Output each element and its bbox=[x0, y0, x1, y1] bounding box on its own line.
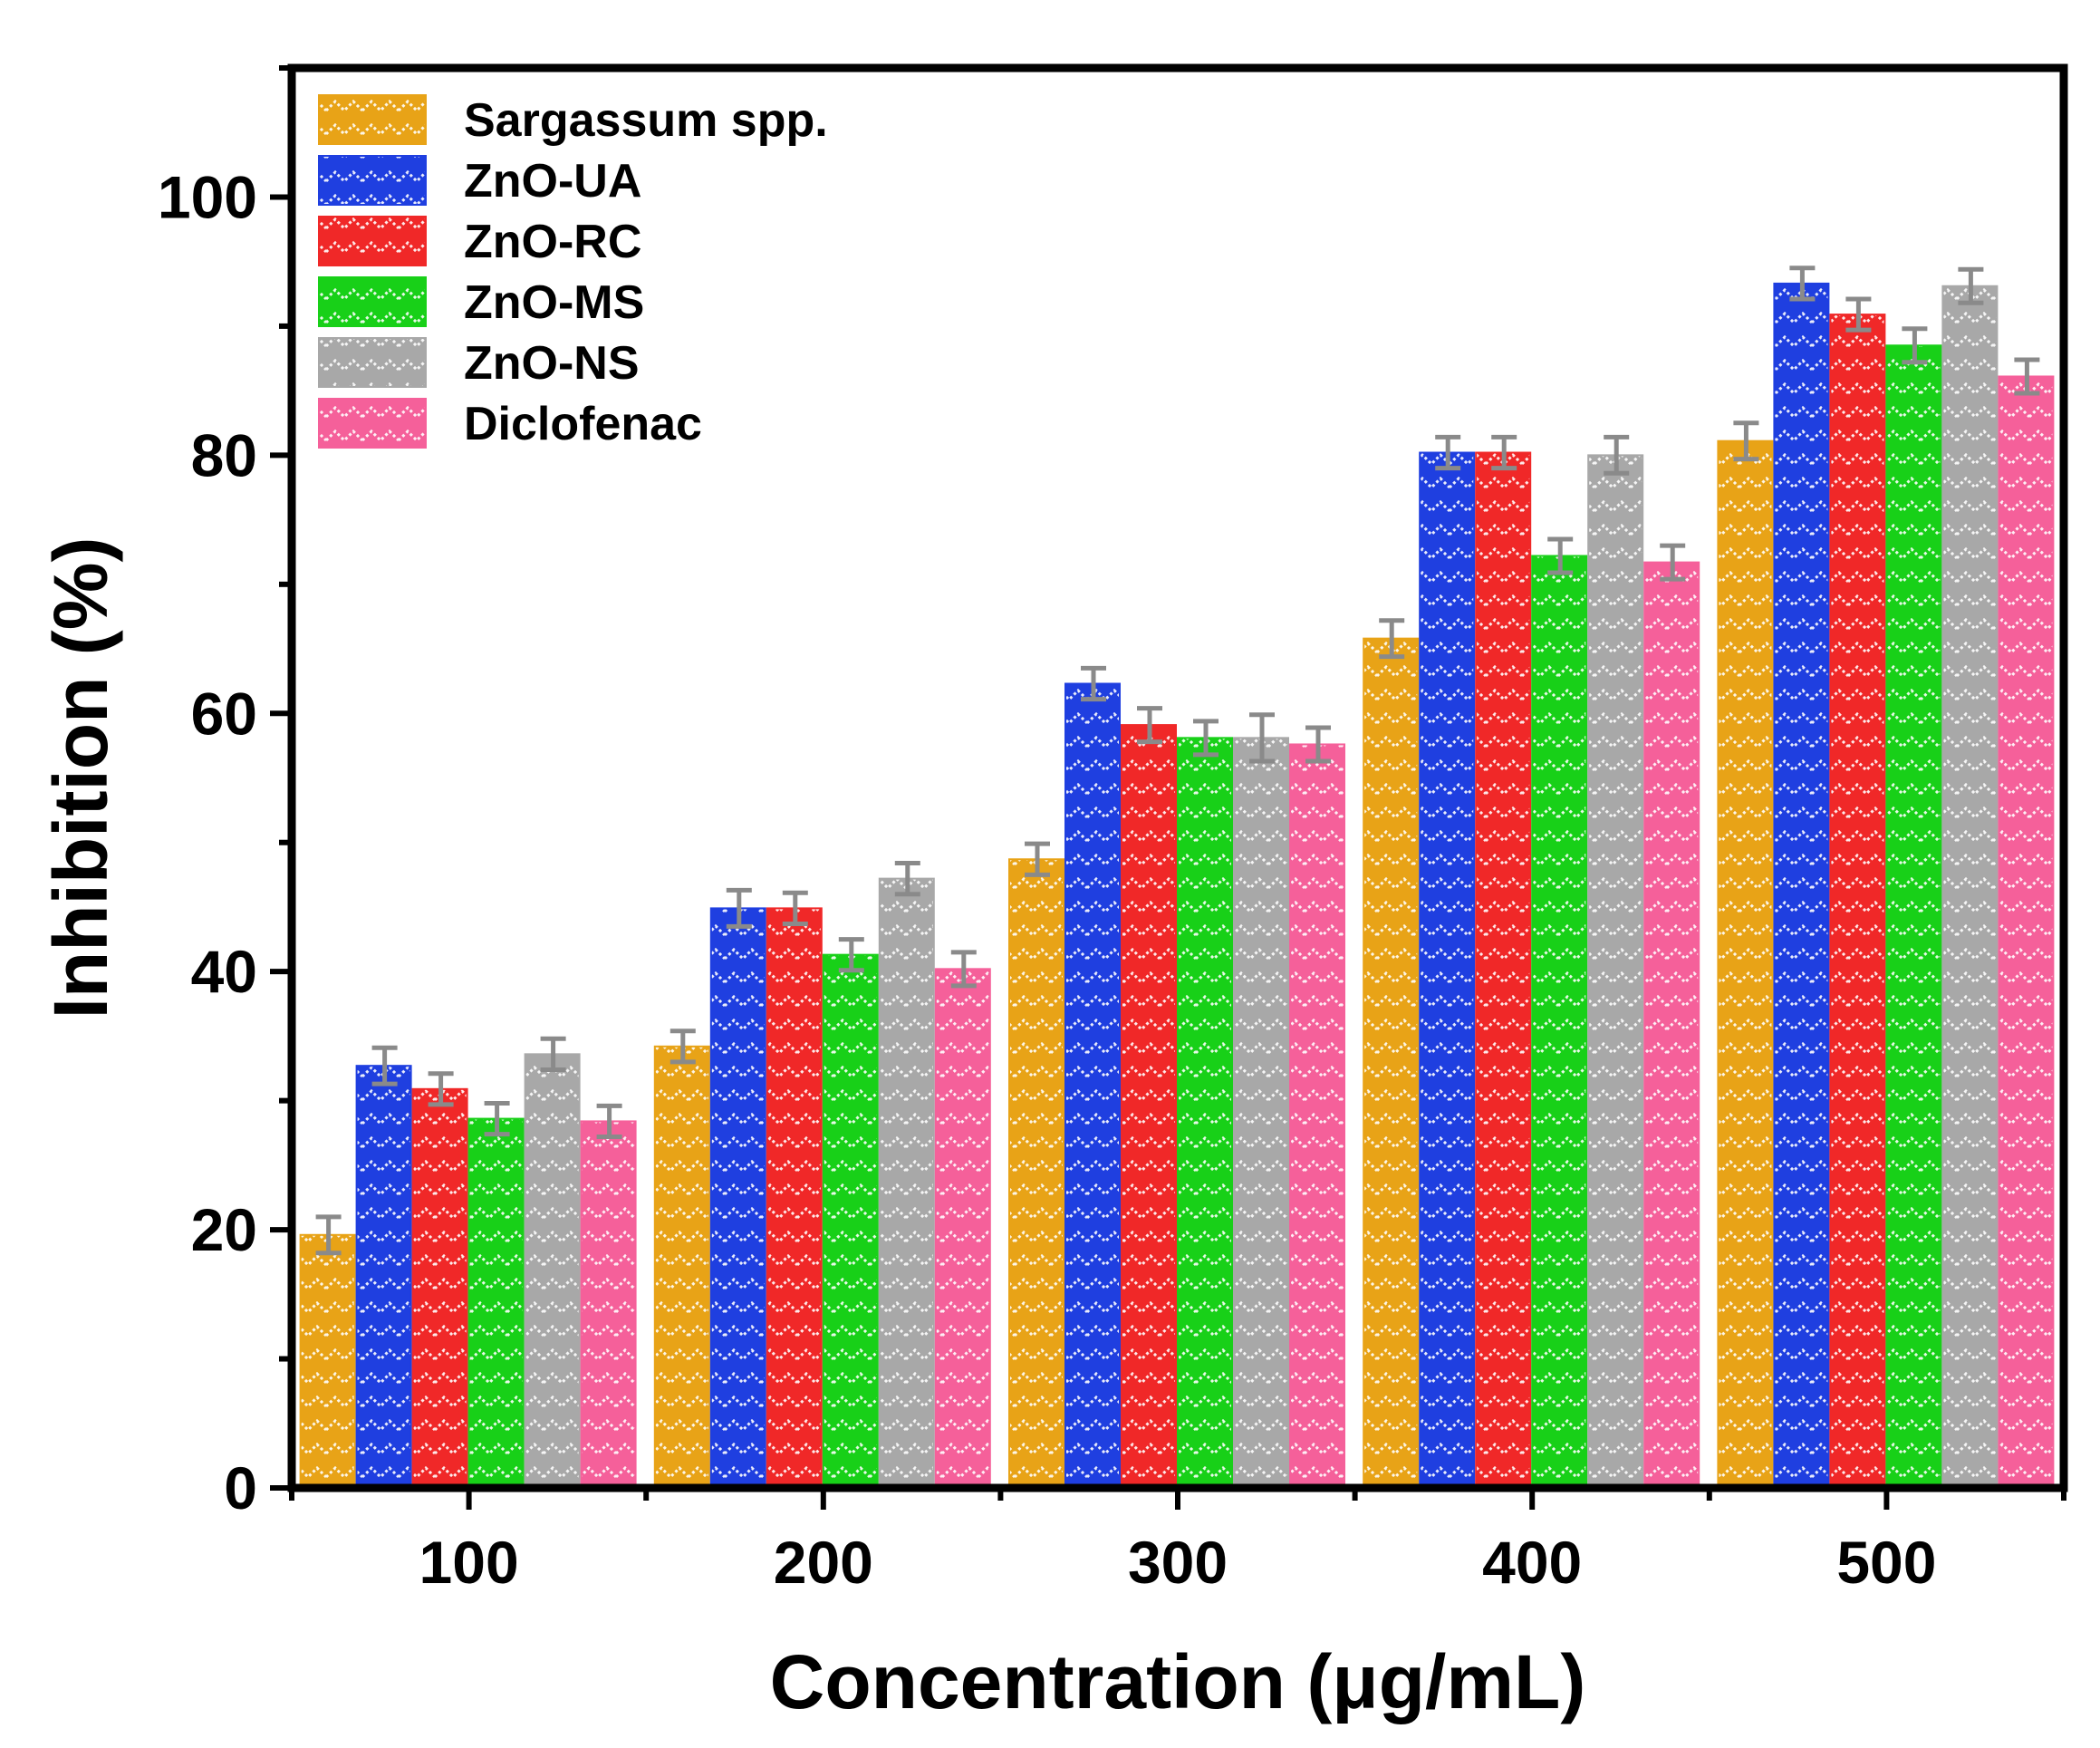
legend-item: Diclofenac bbox=[318, 398, 702, 450]
x-tick-label: 100 bbox=[419, 1529, 519, 1596]
x-tick-label: 400 bbox=[1482, 1529, 1582, 1596]
error-bar bbox=[1660, 543, 1686, 582]
bar-zno-rc-300 bbox=[1121, 724, 1177, 1489]
bar-zno-ns-400 bbox=[1587, 454, 1644, 1489]
bar-zno-ms-400 bbox=[1531, 555, 1588, 1490]
error-bar bbox=[726, 887, 752, 929]
bar-diclofenac-500 bbox=[1998, 375, 2055, 1490]
bar-zno-rc-400 bbox=[1475, 451, 1532, 1490]
legend: Sargassum spp. ZnO-UA ZnO-RC ZnO-MS ZnO-NS Di… bbox=[318, 94, 828, 450]
axis-ticks: 0 20 40 60 80 100 100 200 300 400 500 bbox=[158, 65, 2066, 1596]
error-bar bbox=[1547, 536, 1574, 575]
error-bar bbox=[950, 950, 977, 989]
bar-zno-rc-100 bbox=[411, 1087, 468, 1489]
x-tick-label: 300 bbox=[1128, 1529, 1228, 1596]
bar-zno-ns-500 bbox=[1941, 285, 1999, 1489]
error-bar bbox=[1491, 434, 1517, 471]
x-tick-label: 200 bbox=[774, 1529, 873, 1596]
bar-zno-ua-300 bbox=[1064, 682, 1121, 1489]
error-bar bbox=[1305, 725, 1331, 764]
bar-diclofenac-400 bbox=[1643, 561, 1700, 1489]
error-bar bbox=[1789, 266, 1816, 302]
legend-item: ZnO-UA bbox=[318, 155, 641, 208]
error-bar bbox=[540, 1036, 566, 1072]
bar-sargassum-spp--200 bbox=[653, 1045, 710, 1489]
legend-swatch bbox=[318, 94, 427, 145]
x-tick-label: 500 bbox=[1836, 1529, 1936, 1596]
error-bar bbox=[894, 861, 920, 897]
error-bar bbox=[1845, 296, 1872, 333]
y-tick-label: 80 bbox=[191, 421, 257, 488]
bar-zno-ms-500 bbox=[1885, 344, 1942, 1490]
bar-zno-ns-200 bbox=[878, 877, 935, 1489]
y-tick-label: 100 bbox=[158, 163, 257, 230]
bar-zno-ua-200 bbox=[709, 907, 766, 1489]
legend-item: ZnO-RC bbox=[318, 216, 641, 268]
error-bar bbox=[1604, 434, 1630, 476]
legend-label: Diclofenac bbox=[464, 398, 702, 450]
y-tick-label: 0 bbox=[224, 1454, 257, 1521]
bar-zno-rc-200 bbox=[766, 907, 823, 1489]
bar-zno-ua-500 bbox=[1773, 282, 1830, 1490]
legend-swatch bbox=[318, 216, 427, 266]
bar-sargassum-spp--400 bbox=[1363, 637, 1420, 1489]
legend-item: Sargassum spp. bbox=[318, 94, 828, 147]
error-bar bbox=[1025, 841, 1050, 877]
error-bar bbox=[371, 1045, 398, 1086]
error-bar bbox=[1193, 719, 1219, 758]
error-bar bbox=[1379, 618, 1405, 660]
y-tick-label: 20 bbox=[191, 1196, 257, 1263]
bar-zno-ua-400 bbox=[1419, 451, 1476, 1490]
error-bar bbox=[315, 1214, 342, 1256]
legend-label: ZnO-UA bbox=[464, 155, 641, 208]
bar-zno-ua-100 bbox=[355, 1065, 412, 1489]
bar-sargassum-spp--500 bbox=[1717, 439, 1774, 1490]
error-bar bbox=[1958, 266, 1984, 305]
error-bars-layer bbox=[315, 266, 2040, 1256]
error-bar bbox=[669, 1029, 696, 1065]
bar-zno-rc-500 bbox=[1829, 314, 1886, 1490]
error-bar bbox=[1733, 420, 1759, 462]
error-bar bbox=[1081, 665, 1106, 702]
error-bar bbox=[1902, 326, 1928, 365]
error-bar bbox=[838, 937, 864, 973]
legend-label: ZnO-NS bbox=[464, 337, 640, 390]
bar-zno-ms-200 bbox=[822, 953, 879, 1489]
legend-label: ZnO-MS bbox=[464, 276, 644, 329]
y-axis-title: Inhibition (%) bbox=[38, 537, 123, 1019]
error-bar bbox=[596, 1103, 622, 1140]
y-tick-label: 60 bbox=[191, 680, 257, 747]
bar-diclofenac-100 bbox=[580, 1120, 637, 1489]
error-bar bbox=[782, 890, 808, 926]
legend-swatch bbox=[318, 276, 427, 327]
bars-layer bbox=[299, 282, 2055, 1490]
legend-label: Sargassum spp. bbox=[464, 94, 828, 147]
x-axis-title: Concentration (μg/mL) bbox=[770, 1639, 1586, 1724]
error-bar bbox=[1137, 706, 1162, 745]
bar-diclofenac-300 bbox=[1289, 743, 1345, 1489]
bar-sargassum-spp--100 bbox=[299, 1233, 356, 1489]
bar-sargassum-spp--300 bbox=[1008, 858, 1064, 1489]
bar-diclofenac-200 bbox=[934, 968, 991, 1490]
legend-swatch bbox=[318, 155, 427, 206]
legend-item: ZnO-NS bbox=[318, 337, 640, 390]
legend-item: ZnO-MS bbox=[318, 276, 644, 329]
error-bar bbox=[1249, 712, 1275, 764]
legend-swatch bbox=[318, 337, 427, 388]
error-bar bbox=[484, 1100, 510, 1137]
error-bar bbox=[2014, 357, 2040, 396]
bar-zno-ms-300 bbox=[1177, 737, 1233, 1489]
legend-label: ZnO-RC bbox=[464, 216, 641, 268]
error-bar bbox=[1435, 434, 1461, 471]
y-tick-label: 40 bbox=[191, 938, 257, 1005]
bar-zno-ns-100 bbox=[524, 1053, 581, 1490]
bar-zno-ms-100 bbox=[467, 1117, 525, 1489]
legend-swatch bbox=[318, 398, 427, 449]
error-bar bbox=[428, 1071, 454, 1107]
bar-zno-ns-300 bbox=[1233, 737, 1289, 1489]
